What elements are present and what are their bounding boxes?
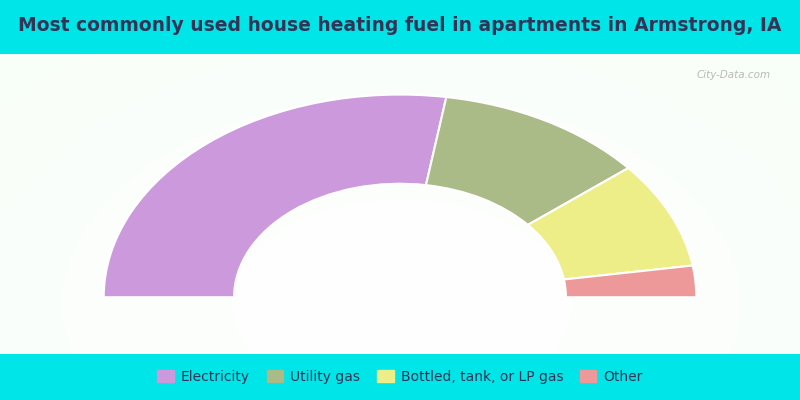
Wedge shape [426,97,628,225]
Wedge shape [564,266,696,297]
Wedge shape [528,168,693,280]
Wedge shape [104,94,446,297]
Legend: Electricity, Utility gas, Bottled, tank, or LP gas, Other: Electricity, Utility gas, Bottled, tank,… [152,364,648,390]
Text: City-Data.com: City-Data.com [696,70,770,80]
Text: Most commonly used house heating fuel in apartments in Armstrong, IA: Most commonly used house heating fuel in… [18,16,782,36]
